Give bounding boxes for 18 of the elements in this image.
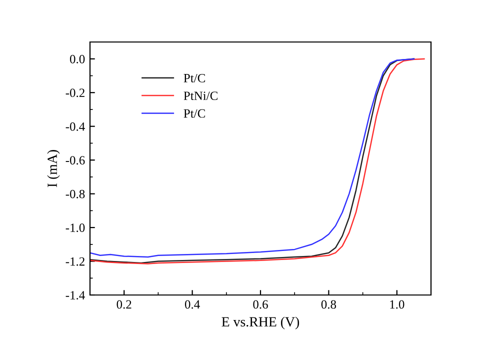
y-tick-label: 0.0 [70, 54, 85, 64]
y-tick-label: -0.6 [66, 156, 85, 165]
x-tick-label: 0.6 [253, 300, 268, 309]
x-tick-label: 0.8 [321, 300, 336, 309]
x-axis-title: E vs.RHE (V) [222, 316, 300, 330]
x-tick-label: 1.0 [390, 300, 404, 309]
y-tick-label: -1.0 [66, 224, 85, 232]
y-axis-title: I (mA) [47, 150, 60, 188]
y-tick-label: -1.4 [66, 291, 85, 300]
legend-label: PtNi/C [184, 92, 218, 100]
y-tick-label: -0.2 [66, 88, 84, 98]
y-tick-label: -0.8 [66, 190, 85, 198]
x-tick-label: 0.4 [184, 300, 200, 309]
legend-label: Pt/C [184, 109, 205, 118]
legend-label: Pt/C [184, 74, 205, 82]
x-tick-label: 0.2 [116, 300, 132, 309]
y-tick-label: -0.4 [66, 122, 85, 131]
y-tick-label: -1.2 [66, 257, 84, 266]
